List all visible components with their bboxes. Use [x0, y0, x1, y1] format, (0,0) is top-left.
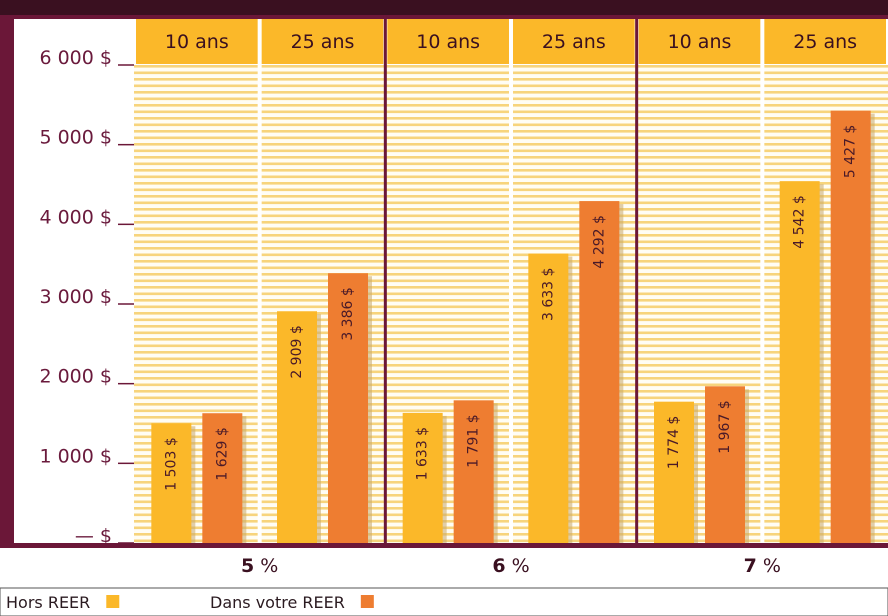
bar-value-label: 4 292 $ — [591, 215, 607, 268]
top-frame-line — [0, 15, 888, 19]
bar — [705, 386, 745, 543]
bar — [528, 253, 569, 544]
bottom-frame — [0, 543, 888, 548]
group-divider — [635, 15, 639, 543]
bar — [453, 400, 494, 543]
column-header-label: 25 ans — [291, 31, 355, 53]
column-header-label: 10 ans — [165, 31, 229, 53]
bar-value-label: 1 774 $ — [666, 416, 682, 469]
y-tick-label: 1 000 $ — [39, 445, 112, 467]
column-header-bg — [387, 19, 509, 64]
bar-value-label: 1 791 $ — [466, 414, 482, 467]
group-labels: 5 % 6 % 7 % — [241, 555, 781, 577]
y-tick-label: 2 000 $ — [39, 366, 112, 388]
bar-value-label: 2 909 $ — [289, 325, 305, 378]
bar — [779, 181, 820, 544]
y-tick-label: 4 000 $ — [39, 206, 112, 228]
bar — [579, 201, 620, 543]
group-suffix: % — [757, 555, 781, 577]
bar — [151, 423, 192, 543]
column-header-bg — [261, 19, 384, 64]
y-tick-label: — $ — [75, 525, 112, 547]
bar — [654, 401, 694, 543]
column-header-bg — [638, 19, 761, 64]
column-gap — [509, 64, 513, 543]
bar-value-label: 1 629 $ — [214, 427, 230, 480]
bar-value-label: 3 633 $ — [540, 268, 556, 321]
legend: Hors REER Dans votre REER — [6, 593, 374, 612]
column-header-bg — [136, 19, 258, 64]
column-header-label: 25 ans — [542, 31, 606, 53]
left-frame — [0, 15, 14, 545]
group-suffix: % — [254, 555, 278, 577]
bar-value-label: 1 967 $ — [717, 400, 733, 453]
bar — [328, 273, 368, 543]
legend-label: Dans votre REER — [210, 593, 345, 612]
column-header-label: 10 ans — [416, 31, 480, 53]
top-title-strip — [0, 0, 888, 16]
legend-swatch — [360, 595, 374, 608]
column-header-bg — [764, 19, 886, 64]
y-tick-label: 3 000 $ — [39, 286, 112, 308]
group-rate: 6 — [492, 555, 505, 577]
bar-value-label: 4 542 $ — [792, 195, 808, 248]
bar-value-label: 1 633 $ — [415, 427, 431, 480]
group-label: 6 % — [492, 555, 529, 577]
bar-value-label: 1 503 $ — [163, 437, 179, 490]
group-rate: 5 — [241, 555, 254, 577]
legend-label: Hors REER — [6, 593, 90, 612]
column-header-label: 10 ans — [668, 31, 732, 53]
column-header-bg — [513, 19, 635, 64]
bar — [830, 110, 871, 544]
column-gap — [760, 64, 765, 543]
group-divider — [383, 15, 387, 543]
bars: 1 503 $ 1 629 $ 2 909 $ 3 386 $ 1 633 $ 1 791… — [151, 110, 875, 547]
column-header-label: 25 ans — [793, 31, 857, 53]
group-dividers — [257, 15, 765, 543]
group-label: 7 % — [744, 555, 781, 577]
group-label: 5 % — [241, 555, 278, 577]
group-rate: 7 — [744, 555, 757, 577]
legend-box — [0, 587, 888, 616]
y-axis: — $ 1 000 $ 2 000 $ 3 000 $ 4 000 $ 5 000 $ 6 … — [39, 47, 134, 547]
y-tick-label: 6 000 $ — [39, 47, 112, 69]
bar — [277, 311, 317, 543]
bar-value-label: 3 386 $ — [340, 287, 356, 340]
legend-swatch — [106, 595, 120, 608]
column-headers: 10 ans 25 ans 10 ans 25 ans 10 ans 25 ans — [136, 19, 886, 64]
y-tick-label: 5 000 $ — [39, 127, 112, 149]
column-gap — [257, 64, 262, 543]
group-suffix: % — [506, 555, 530, 577]
bar-value-label: 5 427 $ — [843, 125, 859, 178]
bar — [402, 412, 443, 543]
bar — [202, 413, 243, 543]
